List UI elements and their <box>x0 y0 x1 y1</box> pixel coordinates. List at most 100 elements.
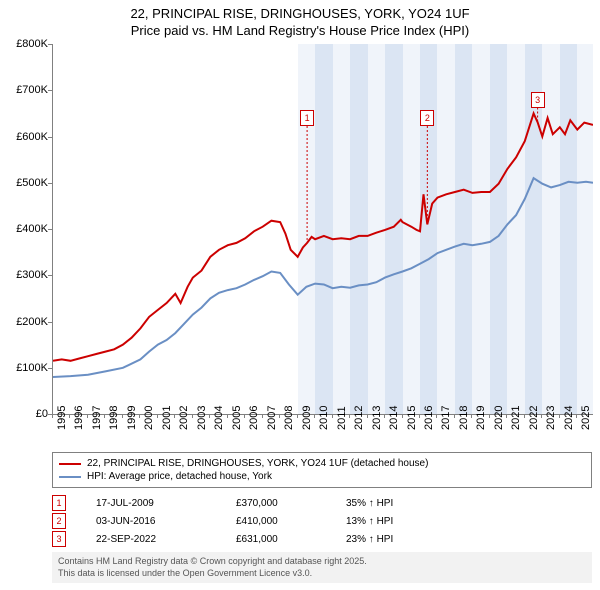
series-hpi <box>53 178 593 377</box>
xtick-mark <box>506 414 507 418</box>
xtick-label: 2006 <box>248 406 260 430</box>
xtick-label: 2008 <box>283 406 295 430</box>
xtick-label: 1995 <box>56 406 68 430</box>
xtick-label: 2016 <box>423 406 435 430</box>
xtick-label: 1998 <box>108 406 120 430</box>
ytick-label: £400K <box>16 223 48 235</box>
series-price_paid <box>53 113 593 360</box>
xtick-label: 2018 <box>458 406 470 430</box>
xtick-label: 2010 <box>318 406 330 430</box>
footer-line1: Contains HM Land Registry data © Crown c… <box>58 556 586 568</box>
xtick-label: 2004 <box>213 406 225 430</box>
xtick-mark <box>174 414 175 418</box>
xtick-label: 2023 <box>545 406 557 430</box>
ytick-label: £800K <box>16 38 48 50</box>
xtick-mark <box>139 414 140 418</box>
ytick-label: £500K <box>16 177 48 189</box>
event-pct: 13% ↑ HPI <box>346 516 393 527</box>
footer-attribution: Contains HM Land Registry data © Crown c… <box>52 552 592 583</box>
xtick-label: 2024 <box>563 406 575 430</box>
event-price: £631,000 <box>236 534 346 545</box>
xtick-mark <box>332 414 333 418</box>
xtick-label: 2025 <box>580 406 592 430</box>
xtick-mark <box>541 414 542 418</box>
xtick-label: 2021 <box>510 406 522 430</box>
xtick-mark <box>367 414 368 418</box>
xtick-mark <box>314 414 315 418</box>
xtick-mark <box>436 414 437 418</box>
xtick-label: 2013 <box>371 406 383 430</box>
xtick-mark <box>419 414 420 418</box>
ytick-label: £0 <box>36 408 48 420</box>
xtick-label: 2005 <box>231 406 243 430</box>
legend-swatch <box>59 476 81 478</box>
xtick-label: 2012 <box>353 406 365 430</box>
ytick-mark <box>48 90 52 91</box>
xtick-label: 2011 <box>336 406 348 430</box>
title-line1: 22, PRINCIPAL RISE, DRINGHOUSES, YORK, Y… <box>0 6 600 23</box>
ytick-mark <box>48 137 52 138</box>
legend-label: HPI: Average price, detached house, York <box>87 471 272 482</box>
event-num: 1 <box>52 495 66 511</box>
xtick-label: 2020 <box>493 406 505 430</box>
event-price: £410,000 <box>236 516 346 527</box>
events-table: 117-JUL-2009£370,00035% ↑ HPI2 03-JUN-201… <box>52 494 592 548</box>
ytick-mark <box>48 229 52 230</box>
xtick-mark <box>471 414 472 418</box>
xtick-label: 2014 <box>388 406 400 430</box>
chart-container: 22, PRINCIPAL RISE, DRINGHOUSES, YORK, Y… <box>0 0 600 590</box>
event-num: 2 <box>52 513 66 529</box>
xtick-label: 1996 <box>73 406 85 430</box>
ytick-label: £600K <box>16 131 48 143</box>
xtick-mark <box>524 414 525 418</box>
xtick-label: 2002 <box>178 406 190 430</box>
legend-swatch <box>59 463 81 465</box>
xtick-mark <box>349 414 350 418</box>
xtick-mark <box>244 414 245 418</box>
marker-box: 3 <box>531 92 545 108</box>
event-price: £370,000 <box>236 498 346 509</box>
event-date: 22-SEP-2022 <box>96 534 236 545</box>
event-row: 2 03-JUN-2016£410,00013% ↑ HPI <box>52 512 592 530</box>
event-pct: 23% ↑ HPI <box>346 534 393 545</box>
legend-label: 22, PRINCIPAL RISE, DRINGHOUSES, YORK, Y… <box>87 458 428 469</box>
xtick-mark <box>454 414 455 418</box>
xtick-mark <box>122 414 123 418</box>
xtick-mark <box>87 414 88 418</box>
ytick-label: £200K <box>16 316 48 328</box>
xtick-mark <box>157 414 158 418</box>
xtick-label: 2015 <box>406 406 418 430</box>
event-num: 3 <box>52 531 66 547</box>
ytick-mark <box>48 183 52 184</box>
xtick-mark <box>69 414 70 418</box>
marker-box: 2 <box>420 110 434 126</box>
title-line2: Price paid vs. HM Land Registry's House … <box>0 23 600 40</box>
xtick-label: 2007 <box>266 406 278 430</box>
ytick-label: £100K <box>16 362 48 374</box>
legend-row: 22, PRINCIPAL RISE, DRINGHOUSES, YORK, Y… <box>59 457 585 470</box>
ytick-label: £300K <box>16 269 48 281</box>
event-pct: 35% ↑ HPI <box>346 498 393 509</box>
xtick-mark <box>227 414 228 418</box>
event-row: 117-JUL-2009£370,00035% ↑ HPI <box>52 494 592 512</box>
legend: 22, PRINCIPAL RISE, DRINGHOUSES, YORK, Y… <box>52 452 592 488</box>
ytick-mark <box>48 44 52 45</box>
series-svg <box>53 44 593 414</box>
marker-box: 1 <box>300 110 314 126</box>
ytick-mark <box>48 322 52 323</box>
ytick-mark <box>48 368 52 369</box>
xtick-mark <box>402 414 403 418</box>
ytick-mark <box>48 275 52 276</box>
legend-row: HPI: Average price, detached house, York <box>59 470 585 483</box>
xtick-label: 2022 <box>528 406 540 430</box>
xtick-mark <box>489 414 490 418</box>
xtick-mark <box>52 414 53 418</box>
xtick-label: 2001 <box>161 406 173 430</box>
xtick-label: 1999 <box>126 406 138 430</box>
xtick-label: 2019 <box>475 406 487 430</box>
xtick-label: 2009 <box>301 406 313 430</box>
xtick-mark <box>279 414 280 418</box>
xtick-label: 2017 <box>440 406 452 430</box>
xtick-mark <box>576 414 577 418</box>
event-date: 03-JUN-2016 <box>96 516 236 527</box>
